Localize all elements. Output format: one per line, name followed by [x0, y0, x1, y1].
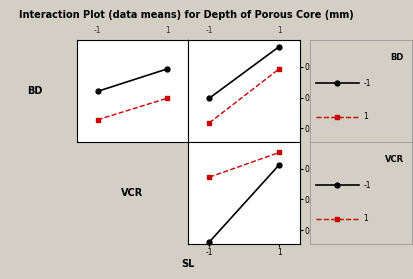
- Text: VCR: VCR: [121, 188, 143, 198]
- Text: BD: BD: [389, 53, 403, 62]
- Text: Interaction Plot (data means) for Depth of Porous Core (mm): Interaction Plot (data means) for Depth …: [19, 10, 353, 20]
- Text: -1: -1: [362, 79, 370, 88]
- Text: SL: SL: [181, 259, 195, 269]
- Text: 1: 1: [276, 27, 281, 35]
- Text: 1: 1: [362, 112, 367, 121]
- Text: 1: 1: [165, 27, 169, 35]
- Text: -1: -1: [205, 27, 213, 35]
- Text: 1: 1: [362, 214, 367, 223]
- Text: -1: -1: [94, 27, 101, 35]
- Text: VCR: VCR: [384, 155, 403, 163]
- Text: BD: BD: [27, 86, 43, 96]
- Text: -1: -1: [362, 181, 370, 189]
